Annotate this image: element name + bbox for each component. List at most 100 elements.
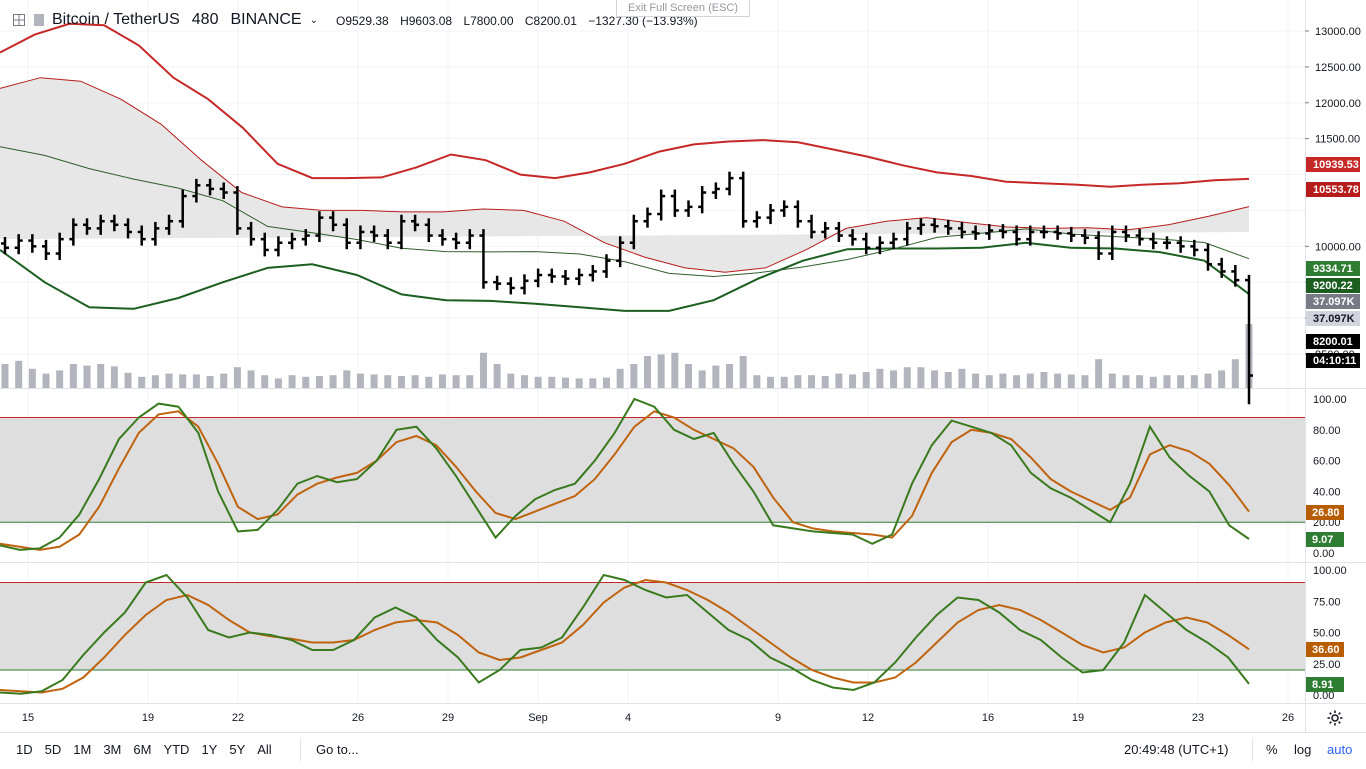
close-value: C8200.01: [524, 14, 577, 28]
range-5d[interactable]: 5D: [44, 742, 62, 757]
lower-band-line: [0, 241, 1250, 312]
volume-bar: [479, 352, 487, 388]
log-toggle[interactable]: log: [1294, 742, 1312, 757]
volume-bar: [534, 376, 542, 388]
volume-bar: [685, 364, 693, 388]
price-label-bg: [1306, 294, 1360, 309]
volume-bar: [1026, 373, 1034, 388]
volume-bar: [520, 375, 528, 388]
volume-bar: [124, 372, 132, 388]
change-value: −1327.30 (−13.93%): [588, 14, 698, 28]
volume-bar: [42, 373, 50, 388]
volume-bar: [69, 364, 77, 388]
time-tick-label: 19: [1072, 712, 1084, 724]
volume-bar: [739, 356, 747, 388]
price-label-bg: [1306, 311, 1360, 326]
volume-bar: [1, 364, 9, 388]
volume-bar: [438, 374, 446, 388]
price-label-bg: [1306, 261, 1360, 276]
chevron-down-icon[interactable]: ⌄: [309, 14, 318, 26]
mid-band-line: [0, 77, 1250, 273]
volume-bar: [698, 370, 706, 388]
volume-bar: [657, 354, 665, 388]
time-tick-label: 15: [22, 712, 34, 724]
time-tick-label: 12: [862, 712, 874, 724]
volume-bar: [1081, 375, 1089, 388]
stoch1-d-line: [0, 410, 1250, 551]
stoch2-zone: [0, 582, 1305, 670]
volume-bar: [343, 370, 351, 388]
time-tick-label: 19: [142, 712, 154, 724]
volume-bar: [876, 368, 884, 388]
range-6m[interactable]: 6M: [133, 742, 152, 757]
goto-button[interactable]: Go to...: [316, 742, 359, 757]
settings-gear-icon[interactable]: [1326, 709, 1344, 727]
stoch2-label-bg: [1306, 677, 1344, 692]
volume-bar: [808, 375, 816, 388]
stoch1-tick-label: 20.00: [1313, 517, 1341, 529]
volume-bar: [917, 367, 925, 388]
volume-bar: [397, 376, 405, 388]
volume-bar: [753, 375, 761, 388]
price-label-bg: [1306, 353, 1360, 368]
volume-bar: [1163, 375, 1171, 388]
stoch1-label-bg: [1306, 505, 1344, 520]
range-1d[interactable]: 1D: [16, 742, 33, 757]
time-tick-label: 26: [1282, 712, 1294, 724]
volume-bar: [972, 373, 980, 388]
range-1m[interactable]: 1M: [73, 742, 92, 757]
time-tick-label: Sep: [528, 712, 548, 724]
time-tick-label: 22: [232, 712, 244, 724]
range-5y[interactable]: 5Y: [229, 742, 246, 757]
volume-bar: [83, 365, 91, 388]
volume-bar: [944, 372, 952, 388]
ohlc-values: O9529.38 H9603.08 L7800.00 C8200.01 −132…: [336, 14, 706, 28]
volume-bar: [794, 375, 802, 388]
volume-bar: [575, 378, 583, 388]
volume-bar: [1122, 375, 1130, 388]
exchange: BINANCE: [230, 11, 302, 28]
stoch1-label: 9.07: [1312, 534, 1333, 546]
volume-bar: [1218, 370, 1226, 388]
price-tick-label: 11500.00: [1315, 134, 1360, 146]
price-label: 9334.71: [1313, 263, 1353, 275]
stoch2-label: 8.91: [1312, 679, 1333, 691]
clock[interactable]: 20:49:48 (UTC+1): [1124, 742, 1229, 757]
stoch2-tick-label: 25.00: [1313, 659, 1341, 671]
stoch1-label-bg: [1306, 532, 1344, 547]
stoch2-label-bg: [1306, 642, 1344, 657]
volume-bar: [726, 364, 734, 388]
stoch1-zone: [0, 417, 1305, 523]
range-1y[interactable]: 1Y: [201, 742, 218, 757]
volume-bar: [329, 375, 337, 388]
price-tick-label: 10000.00: [1315, 241, 1361, 253]
time-tick-label: 9: [775, 712, 781, 724]
crosshair-icon[interactable]: [12, 13, 26, 27]
volume-bar: [165, 373, 173, 388]
volume-bar: [1013, 375, 1021, 388]
volume-bar: [452, 375, 460, 388]
stoch1-tick-label: 60.00: [1313, 456, 1341, 468]
stoch2-d-line: [0, 578, 1250, 694]
volume-bar: [15, 360, 23, 388]
percent-toggle[interactable]: %: [1266, 742, 1278, 757]
range-3m[interactable]: 3M: [103, 742, 122, 757]
volume-bar: [630, 364, 638, 388]
stoch1-label: 26.80: [1312, 507, 1340, 519]
volume-bar: [903, 367, 911, 388]
volume-bar: [28, 368, 36, 388]
volume-bar: [890, 370, 898, 388]
auto-toggle[interactable]: auto: [1327, 742, 1353, 757]
price-label: 37.097K: [1313, 313, 1355, 325]
exit-fullscreen-button[interactable]: Exit Full Screen (ESC): [616, 0, 750, 17]
volume-bar: [1149, 376, 1157, 388]
volume-bar: [1231, 359, 1239, 388]
range-ytd[interactable]: YTD: [163, 742, 190, 757]
range-all[interactable]: All: [257, 742, 272, 757]
symbol-name[interactable]: Bitcoin / TetherUS: [52, 11, 180, 28]
interval[interactable]: 480: [191, 11, 219, 28]
volume-bar: [1095, 359, 1103, 388]
volume-bar: [247, 370, 255, 388]
volume-bar: [862, 372, 870, 388]
